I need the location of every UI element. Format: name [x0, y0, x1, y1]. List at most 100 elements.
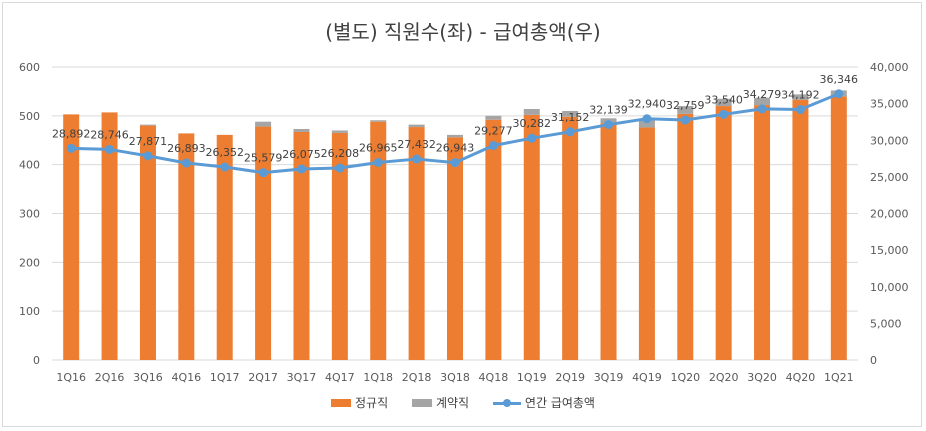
x-tick-label: 4Q20 [786, 371, 816, 384]
x-tick-label: 1Q18 [363, 371, 393, 384]
legend-label-regular: 정규직 [355, 396, 389, 410]
bar-contract [485, 115, 502, 120]
salary-data-label: 36,346 [820, 73, 859, 86]
salary-point [143, 151, 153, 161]
salary-data-label: 26,075 [282, 148, 321, 161]
y-left-tick-label: 100 [19, 305, 40, 318]
legend-item-contract: 계약직 [411, 394, 470, 411]
legend-swatch-salary [492, 398, 521, 407]
bar-regular [63, 114, 80, 360]
salary-point [795, 105, 805, 115]
salary-point [565, 127, 575, 137]
salary-point [412, 154, 422, 164]
x-tick-label: 3Q16 [133, 371, 163, 384]
salary-point [220, 162, 230, 172]
bar-contract [715, 98, 732, 107]
salary-point [66, 143, 76, 153]
bar-regular [485, 119, 502, 361]
bar-regular [715, 106, 732, 360]
y-left-tick-label: 400 [19, 159, 40, 172]
bar-contract [370, 120, 387, 122]
legend-item-salary: 연간 급여총액 [492, 394, 595, 411]
salary-data-label: 33,540 [704, 93, 743, 106]
salary-point [719, 109, 729, 119]
salary-point [181, 158, 191, 168]
bar-regular [754, 105, 771, 360]
legend-swatch-contract [411, 398, 432, 407]
salary-point [373, 157, 383, 167]
bars [63, 90, 847, 361]
salary-data-label: 28,746 [90, 128, 129, 141]
salary-data-label: 28,892 [52, 127, 91, 140]
salary-point [258, 168, 268, 178]
bar-contract [408, 124, 425, 128]
salary-data-label: 32,139 [589, 104, 628, 117]
salary-data-label: 30,282 [513, 117, 552, 130]
y-right-tick-label: 40,000 [870, 61, 909, 74]
salary-data-label: 32,759 [666, 99, 705, 112]
salary-data-label: 26,893 [167, 142, 206, 155]
x-tick-label: 1Q21 [824, 371, 854, 384]
bar-regular [370, 121, 387, 361]
x-tick-label: 1Q17 [210, 371, 240, 384]
salary-point [450, 158, 460, 168]
salary-data-label: 27,871 [129, 135, 168, 148]
bar-contract [754, 97, 771, 106]
y-left-tick-label: 0 [33, 354, 40, 367]
bar-contract [638, 119, 655, 128]
x-tick-label: 2Q20 [709, 371, 739, 384]
bar-regular [216, 134, 233, 360]
x-tick-label: 3Q20 [747, 371, 777, 384]
x-tick-label: 1Q16 [56, 371, 86, 384]
bar-regular [331, 132, 348, 360]
salary-data-label: 25,579 [244, 152, 283, 165]
bar-regular [293, 131, 310, 360]
x-tick-label: 3Q19 [594, 371, 624, 384]
axes: 0 100 200 300 400 500 600 0 5,000 10,000 15,000 20,… [19, 61, 909, 384]
bar-regular [447, 137, 463, 360]
bar-regular [792, 99, 809, 361]
legend-label-salary: 연간 급여총액 [524, 396, 595, 410]
y-right-tick-label: 35,000 [870, 98, 909, 111]
salary-point [488, 141, 498, 151]
bar-regular [562, 116, 579, 360]
x-tick-label: 3Q18 [440, 371, 470, 384]
legend-swatch-regular [331, 398, 352, 407]
legend-label-contract: 계약직 [435, 396, 470, 410]
salary-point [642, 114, 652, 124]
x-tick-label: 2Q17 [248, 371, 278, 384]
salary-data-label: 26,943 [436, 142, 475, 155]
x-tick-label: 4Q19 [632, 371, 662, 384]
bar-contract [255, 121, 272, 127]
salary-point [680, 115, 690, 125]
salary-data-label: 26,965 [359, 141, 398, 154]
x-tick-label: 1Q19 [517, 371, 547, 384]
bar-regular [600, 123, 617, 361]
bar-contract [677, 106, 694, 114]
bar-regular [101, 112, 118, 360]
y-left-tick-label: 600 [19, 61, 40, 74]
y-right-tick-label: 25,000 [870, 171, 909, 184]
x-tick-label: 3Q17 [287, 371, 317, 384]
bar-contract [523, 108, 540, 115]
salary-data-label: 32,940 [628, 98, 667, 111]
legend: 정규직 계약직 연간 급여총액 [0, 394, 926, 411]
bar-regular [139, 125, 156, 360]
y-left-tick-label: 500 [19, 110, 40, 123]
bar-regular [830, 96, 847, 361]
bar-regular [408, 127, 425, 360]
salary-data-label: 34,279 [743, 88, 782, 101]
x-tick-label: 4Q17 [325, 371, 355, 384]
bar-contract [331, 130, 348, 133]
salary-point [527, 133, 537, 143]
y-right-tick-label: 10,000 [870, 281, 909, 294]
y-left-tick-label: 300 [19, 208, 40, 221]
y-right-tick-label: 20,000 [870, 208, 909, 221]
bar-regular [523, 114, 540, 361]
salary-point [105, 144, 115, 154]
bar-regular [255, 126, 272, 361]
y-right-tick-label: 30,000 [870, 134, 909, 147]
salary-line [66, 89, 844, 178]
